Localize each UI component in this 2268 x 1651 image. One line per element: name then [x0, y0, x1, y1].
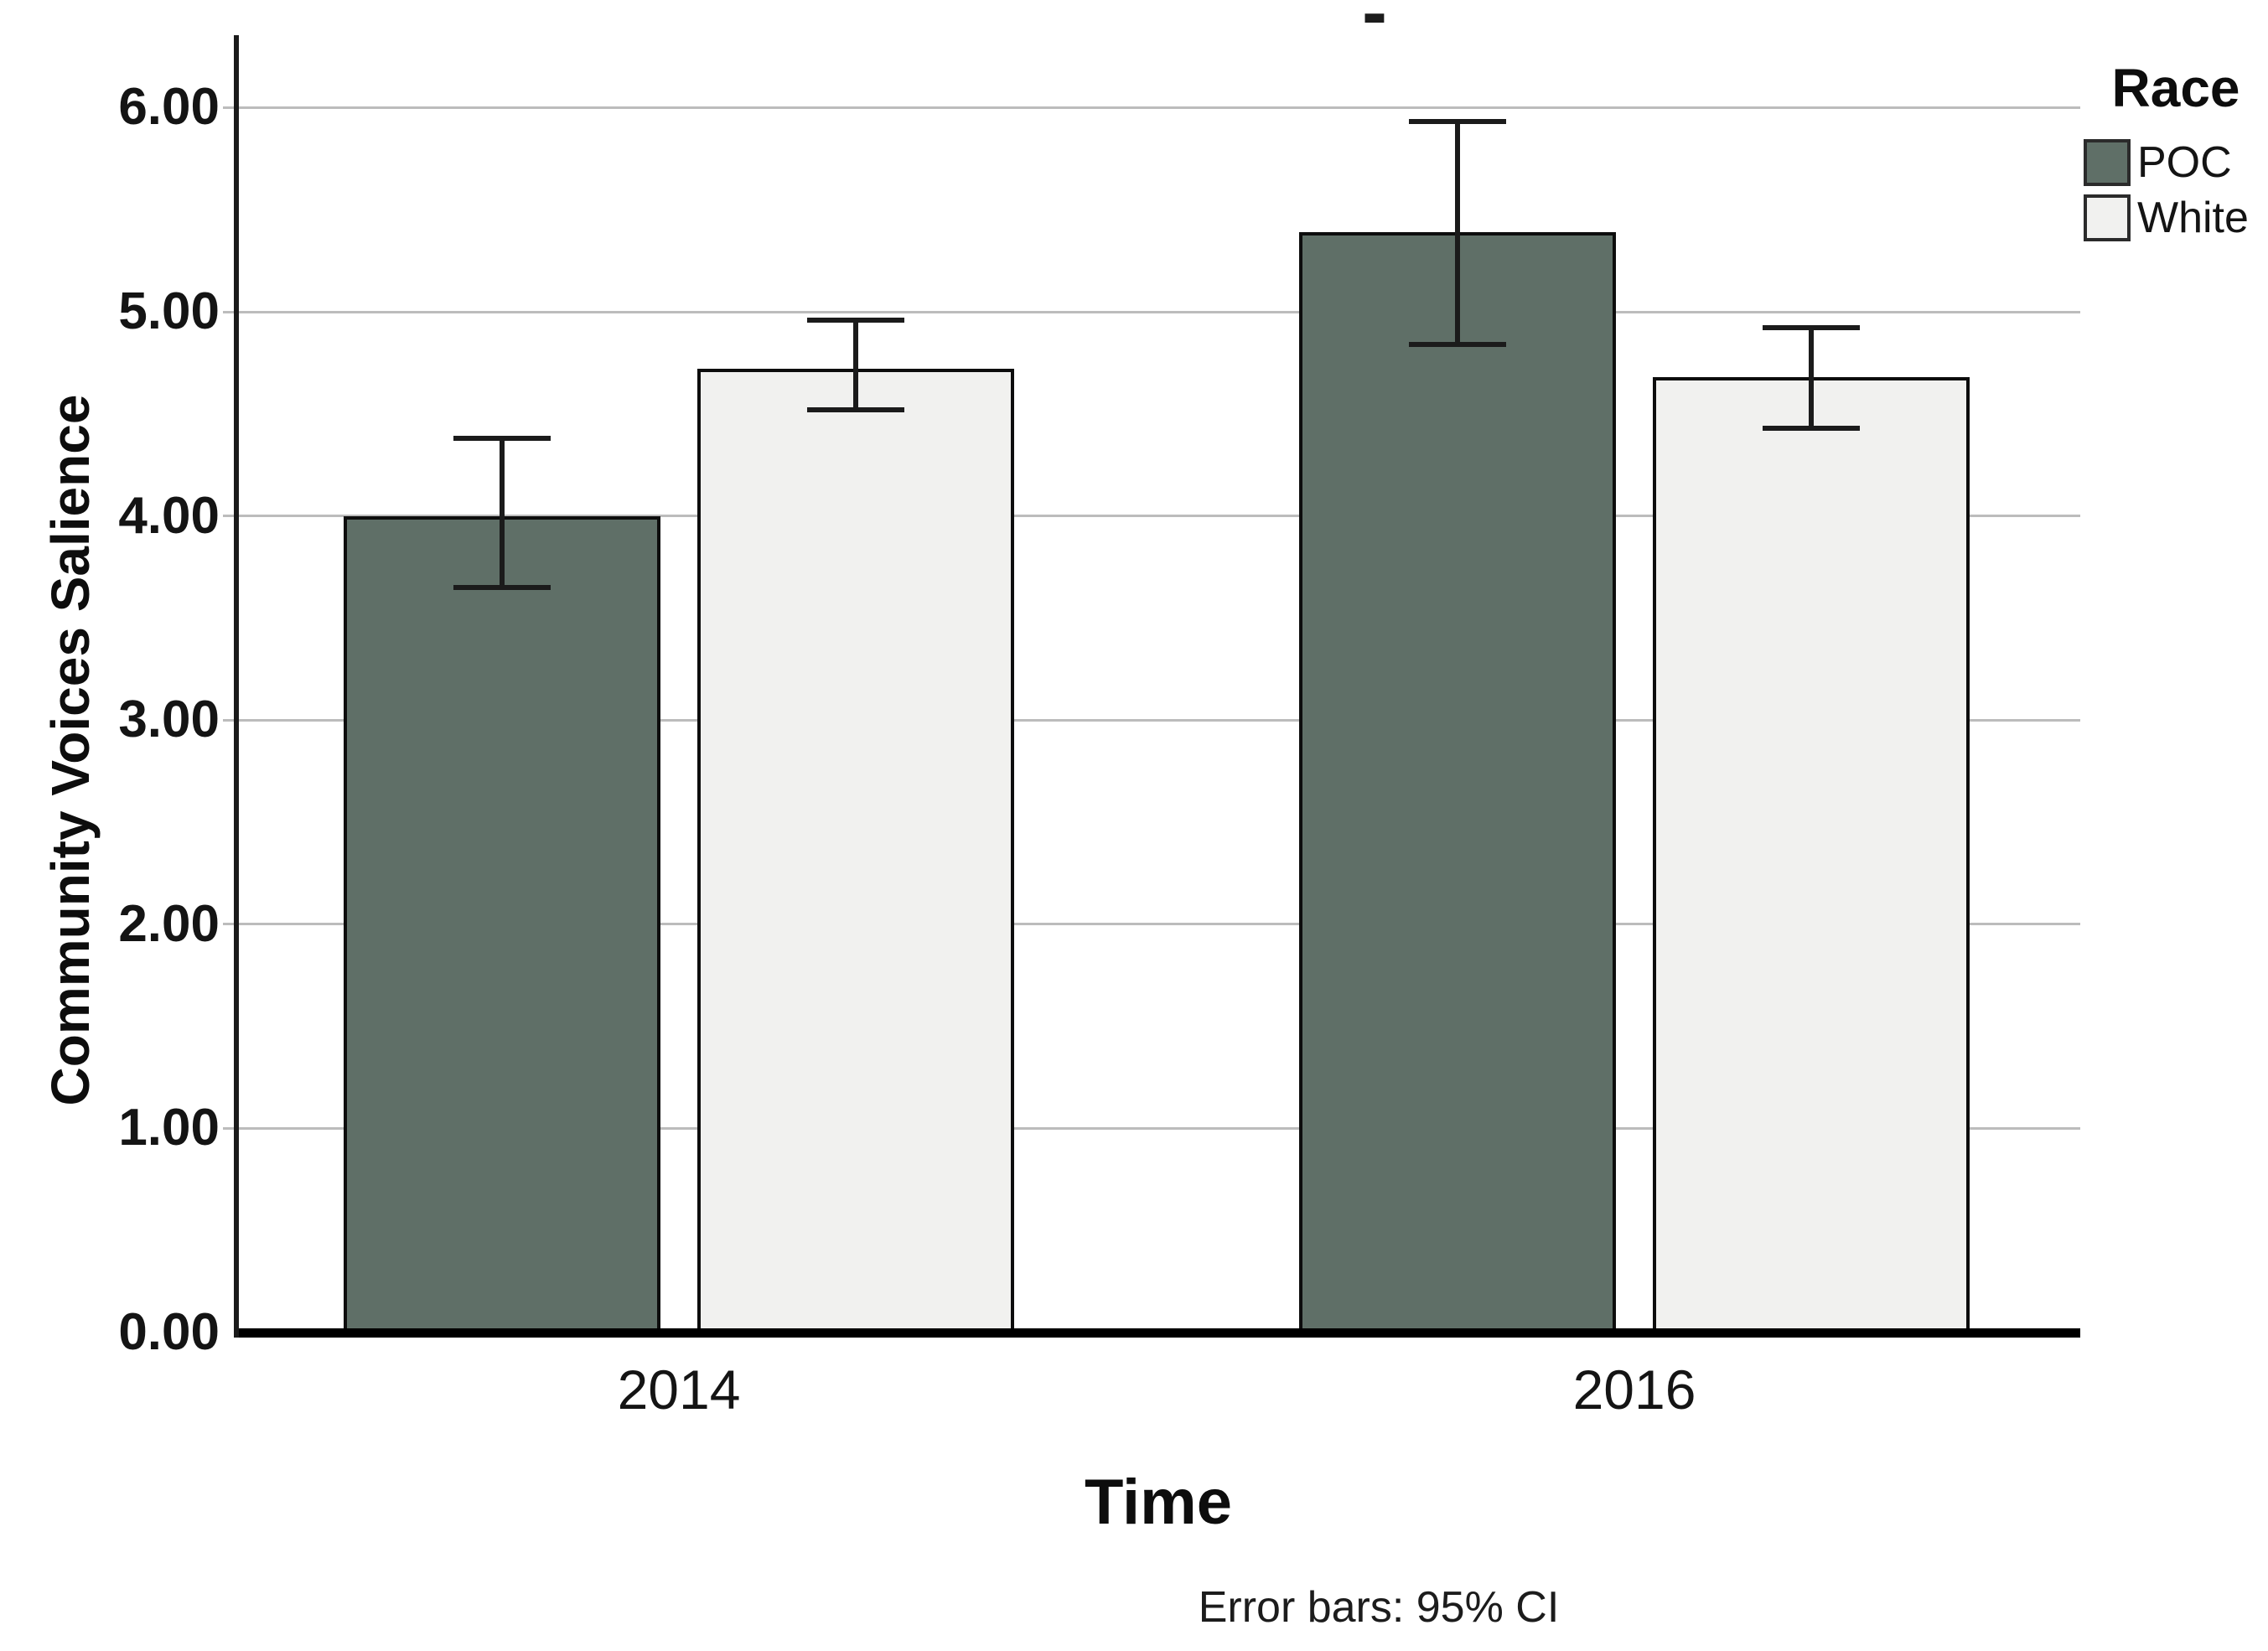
y-tick-label-0.00: 0.00 — [118, 1303, 220, 1361]
y-tick-label-2.00: 2.00 — [118, 894, 220, 953]
x-axis-line — [234, 1328, 2080, 1338]
legend-swatch-white — [2084, 194, 2131, 241]
error-bar-white-2014 — [853, 319, 858, 410]
gridline-4.00 — [223, 515, 2080, 518]
error-bar-white-2016 — [1809, 328, 1814, 428]
legend: Race POC White — [2079, 59, 2268, 260]
error-bar-white-2016-cap-bottom — [1763, 425, 1860, 431]
bar-poc-2016 — [1299, 231, 1616, 1336]
error-bar-poc-2016 — [1455, 122, 1460, 344]
gridline-1.00 — [223, 1126, 2080, 1130]
error-bar-poc-2014-cap-bottom — [453, 584, 551, 590]
error-bar-poc-2014 — [500, 438, 505, 587]
x-axis-title: Time — [1084, 1467, 1232, 1538]
bar-poc-2014 — [344, 515, 660, 1336]
error-bars-footnote: Error bars: 95% CI — [1198, 1583, 1560, 1632]
gridline-3.00 — [223, 718, 2080, 722]
error-bar-poc-2016-cap-bottom — [1409, 341, 1506, 347]
error-bar-poc-2016-cap-top — [1409, 119, 1506, 125]
legend-item-white: White — [2084, 194, 2249, 241]
y-axis-line — [234, 35, 239, 1338]
error-bar-white-2016-cap-top — [1763, 325, 1860, 331]
x-tick-label-2014: 2014 — [617, 1359, 741, 1421]
bar-white-2016 — [1653, 376, 1970, 1336]
y-tick-label-4.00: 4.00 — [118, 486, 220, 545]
figure-title-fragment: - — [1362, 0, 1387, 54]
y-tick-label-6.00: 6.00 — [118, 78, 220, 137]
error-bar-white-2014-cap-bottom — [807, 406, 904, 412]
y-tick-label-1.00: 1.00 — [118, 1099, 220, 1157]
gridline-5.00 — [223, 310, 2080, 313]
error-bar-poc-2014-cap-top — [453, 436, 551, 442]
legend-label-poc: POC — [2137, 138, 2232, 187]
legend-item-poc: POC — [2084, 139, 2232, 186]
gridline-6.00 — [223, 106, 2080, 109]
bar-white-2014 — [697, 369, 1014, 1336]
x-tick-label-2016: 2016 — [1572, 1359, 1696, 1421]
y-tick-label-3.00: 3.00 — [118, 691, 220, 749]
legend-swatch-poc — [2084, 139, 2131, 186]
legend-label-white: White — [2137, 194, 2249, 242]
gridline-2.00 — [223, 923, 2080, 926]
error-bar-white-2014-cap-top — [807, 317, 904, 323]
legend-title: Race — [2111, 58, 2240, 118]
y-tick-label-5.00: 5.00 — [118, 282, 220, 340]
